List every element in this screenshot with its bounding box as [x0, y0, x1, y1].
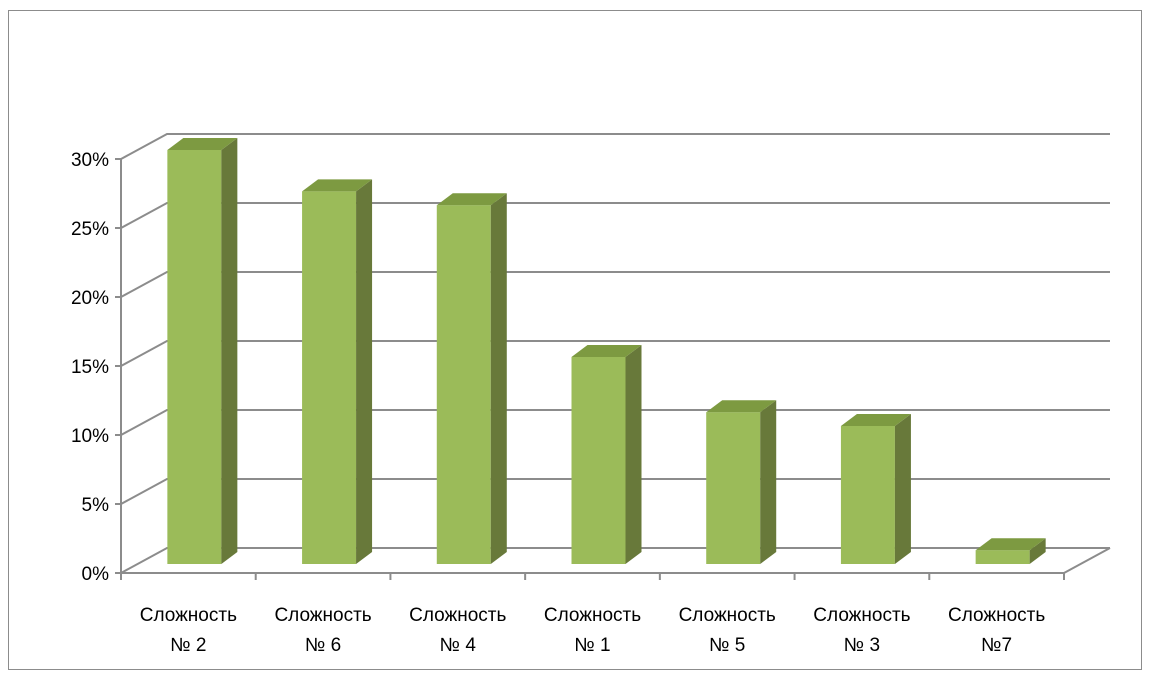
y-tick-label: 0%	[82, 564, 110, 585]
gridline	[120, 478, 1110, 505]
gridline	[120, 271, 1110, 298]
bar-side-face	[1029, 538, 1046, 564]
gridline	[120, 202, 1110, 229]
x-category-label-line: № 6	[305, 635, 341, 656]
x-category-label-line: Сложность	[544, 605, 641, 626]
bar-side-face	[221, 138, 238, 564]
x-category-label-line: № 1	[574, 635, 610, 656]
bar-side-face	[490, 193, 507, 564]
x-category-label-line: № 4	[440, 635, 477, 656]
bar	[571, 345, 642, 564]
bar-top-face	[436, 193, 507, 206]
x-category-label-line: Сложность	[274, 605, 371, 626]
x-category-label-line: № 5	[709, 635, 745, 656]
bar-top-face	[302, 179, 373, 192]
y-tick-label: 20%	[71, 288, 109, 309]
bar-side-face	[894, 414, 911, 564]
bar-side-face	[760, 400, 777, 564]
bar	[975, 538, 1046, 564]
bar-top-face	[167, 138, 238, 150]
bar	[167, 138, 238, 564]
chart-frame: 0% 5% 10% 15% 20% 25% 30% Сложность № 2 Сложност…	[8, 10, 1142, 670]
bar-front-face	[975, 550, 1030, 564]
bar-front-face	[571, 357, 626, 564]
x-category-label: Сложность № 2	[140, 605, 237, 656]
bar-front-face	[302, 191, 357, 564]
x-category-label: Сложность № 5	[679, 605, 776, 656]
bar	[706, 400, 777, 564]
y-tick-label: 25%	[71, 219, 109, 240]
y-tick-label: 15%	[71, 357, 109, 378]
x-category-label-line: Сложность	[140, 605, 237, 626]
bar-top-face	[975, 538, 1046, 551]
floor-right-edge	[1063, 547, 1111, 574]
bar-top-face	[706, 400, 777, 413]
x-category-label: Сложность № 3	[813, 605, 910, 656]
bar	[436, 193, 507, 564]
bar-top-face	[571, 345, 642, 357]
gridline	[120, 547, 1110, 574]
gridline	[120, 133, 1110, 160]
bar-front-face	[167, 150, 222, 564]
y-tick-label: 30%	[71, 150, 109, 171]
bars	[167, 138, 1046, 564]
x-category-label: Сложность № 4	[409, 605, 506, 656]
bar	[840, 414, 911, 564]
bar-front-face	[436, 205, 491, 564]
x-category-label: Сложность №7	[948, 605, 1045, 656]
x-category-label: Сложность № 6	[274, 605, 371, 656]
bar-chart: 0%5%10%15%20%25%30% Сложность № 2Сложност…	[71, 133, 1111, 656]
x-category-label-line: Сложность	[813, 605, 910, 626]
y-axis-tick-labels: 0% 5% 10% 15% 20% 25% 30%	[71, 150, 109, 585]
bar-side-face	[625, 345, 642, 564]
gridline	[120, 409, 1110, 436]
x-category-label-line: № 2	[170, 635, 206, 656]
gridlines	[120, 133, 1110, 574]
x-category-label-line: Сложность	[948, 605, 1045, 626]
x-category-label-line: №7	[981, 635, 1012, 656]
x-category-label-line: Сложность	[409, 605, 506, 626]
bar	[302, 179, 373, 564]
gridline	[120, 340, 1110, 367]
bar-front-face	[840, 426, 895, 564]
x-category-label-line: Сложность	[679, 605, 776, 626]
x-category-label-line: № 3	[844, 635, 880, 656]
bar-side-face	[356, 179, 373, 564]
axes	[115, 158, 1111, 580]
bar-front-face	[706, 412, 761, 564]
y-tick-label: 5%	[82, 495, 110, 516]
y-tick-label: 10%	[71, 426, 109, 447]
x-category-label: Сложность № 1	[544, 605, 641, 656]
bar-top-face	[840, 414, 911, 426]
